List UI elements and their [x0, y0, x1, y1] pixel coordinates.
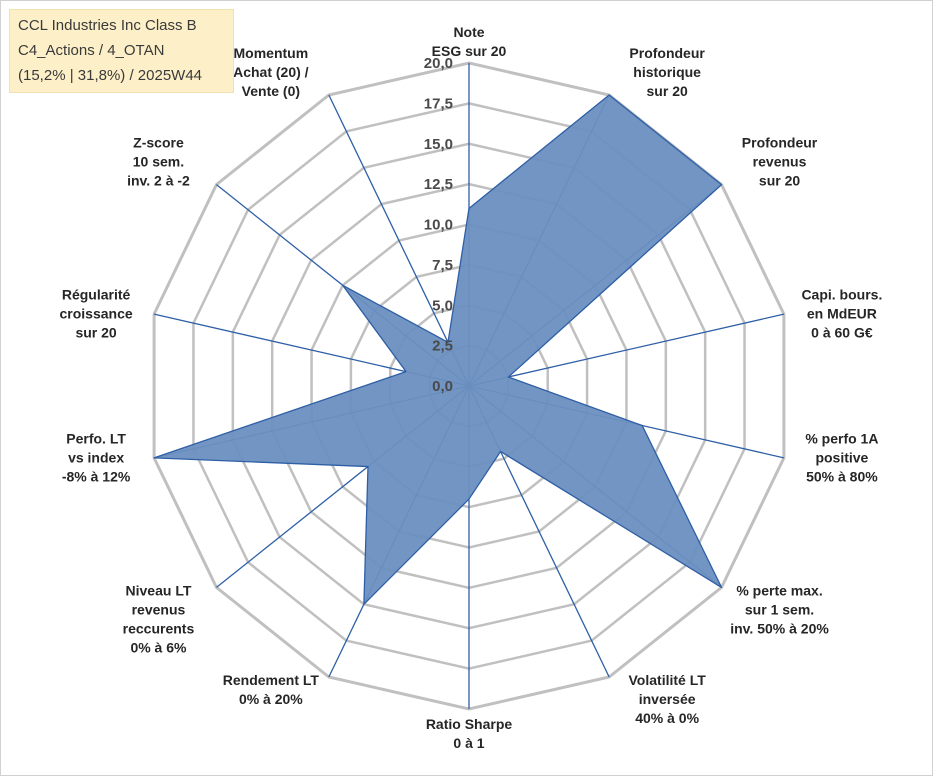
axis-label-line: sur 1 sem.: [745, 601, 814, 617]
axis-label-line: inversée: [639, 691, 696, 707]
series-layer: [153, 94, 723, 605]
axis-label-line: sur 20: [647, 83, 688, 99]
axis-label: Régularité croissance sur 20: [60, 287, 133, 341]
axis-label: Rendement LT 0% à 20%: [223, 672, 320, 707]
axis-label-line: inv. 2 à -2: [127, 173, 190, 189]
axis-label-line: 0 à 60 G€: [811, 325, 873, 341]
axis-label-line: Vente (0): [242, 83, 300, 99]
axis-label-line: Ratio Sharpe: [426, 716, 513, 732]
title-line-3: (15,2% | 31,8%) / 2025W44: [18, 67, 202, 84]
tick-label: 20,0: [424, 55, 453, 72]
tick-label: 5,0: [432, 297, 453, 314]
axis-label-line: revenus: [132, 601, 186, 617]
tick-label: 12,5: [424, 176, 453, 193]
axis-label-line: Perfo. LT: [66, 430, 126, 446]
axis-label-line: Capi. bours.: [801, 287, 882, 303]
axis-label-line: Volatilité LT: [629, 672, 707, 688]
axis-label-line: % perfo 1A: [805, 430, 878, 446]
axis-label: Profondeur historique sur 20: [629, 45, 705, 99]
axis-label-line: Niveau LT: [126, 582, 192, 598]
axis-spoke: [468, 313, 785, 387]
tick-label: 10,0: [424, 217, 453, 234]
axis-label: Momentum Achat (20) / Vente (0): [233, 45, 309, 99]
axis-label: Perfo. LT vs index -8% à 12%: [62, 430, 131, 484]
axis-label-line: 40% à 0%: [635, 710, 699, 726]
axis-label-line: Profondeur: [629, 45, 705, 61]
axis-label-line: historique: [633, 64, 701, 80]
axis-spoke: [328, 94, 470, 387]
title-line-1: CCL Industries Inc Class B: [18, 17, 197, 34]
axis-label-line: -8% à 12%: [62, 468, 131, 484]
axis-label-line: % perte max.: [736, 582, 822, 598]
tick-label: 2,5: [432, 338, 453, 355]
axis-label-line: revenus: [753, 154, 807, 170]
axis-label-line: sur 20: [759, 173, 800, 189]
axis-label-line: Momentum: [234, 45, 309, 61]
chart-title-box: CCL Industries Inc Class B C4_Actions / …: [9, 9, 234, 93]
axis-label: Note ESG sur 20: [432, 24, 507, 59]
axis-label-line: Z-score: [133, 135, 184, 151]
tick-label: 7,5: [432, 257, 453, 274]
axis-label: Volatilité LT inversée 40% à 0%: [629, 672, 707, 726]
tick-layer: 0,0 2,5 5,0 7,5 10,0 12,5 15,0 17,5 20,0: [424, 55, 453, 395]
axis-label: Niveau LT revenus reccurents 0% à 6%: [123, 582, 195, 655]
axis-label-line: Note: [453, 24, 484, 40]
title-line-2: C4_Actions / 4_OTAN: [18, 42, 165, 59]
axis-label-line: 0% à 20%: [239, 691, 303, 707]
tick-label: 17,5: [424, 95, 453, 112]
axis-label-line: en MdEUR: [807, 306, 877, 322]
axis-label: % perfo 1A positive 50% à 80%: [805, 430, 878, 484]
axis-label: Profondeur revenus sur 20: [742, 135, 818, 189]
axis-label-line: 10 sem.: [133, 154, 184, 170]
axis-label: Ratio Sharpe 0 à 1: [426, 716, 513, 751]
axis-label-line: inv. 50% à 20%: [730, 620, 829, 636]
tick-label: 0,0: [432, 378, 453, 395]
axis-label-line: ESG sur 20: [432, 43, 507, 59]
tick-label: 15,0: [424, 136, 453, 153]
axis-label-line: sur 20: [75, 325, 116, 341]
label-layer: Note ESG sur 20 Profondeur historique sur 20…: [60, 24, 883, 751]
axis-label-line: Achat (20) /: [233, 64, 309, 80]
axis-label: Z-score 10 sem. inv. 2 à -2: [127, 135, 190, 189]
axis-label-line: Rendement LT: [223, 672, 320, 688]
axis-label: % perte max. sur 1 sem. inv. 50% à 20%: [730, 582, 829, 636]
axis-label-line: croissance: [60, 306, 133, 322]
axis-label-line: 0 à 1: [453, 735, 484, 751]
axis-label-line: Profondeur: [742, 135, 818, 151]
axis-label-line: vs index: [68, 449, 124, 465]
axis-label-line: 0% à 6%: [130, 639, 187, 655]
axis-label-line: positive: [815, 449, 868, 465]
axis-label: Capi. bours. en MdEUR 0 à 60 G€: [801, 287, 882, 341]
axis-label-line: Régularité: [62, 287, 131, 303]
axis-label-line: reccurents: [123, 620, 195, 636]
axis-label-line: 50% à 80%: [806, 468, 878, 484]
